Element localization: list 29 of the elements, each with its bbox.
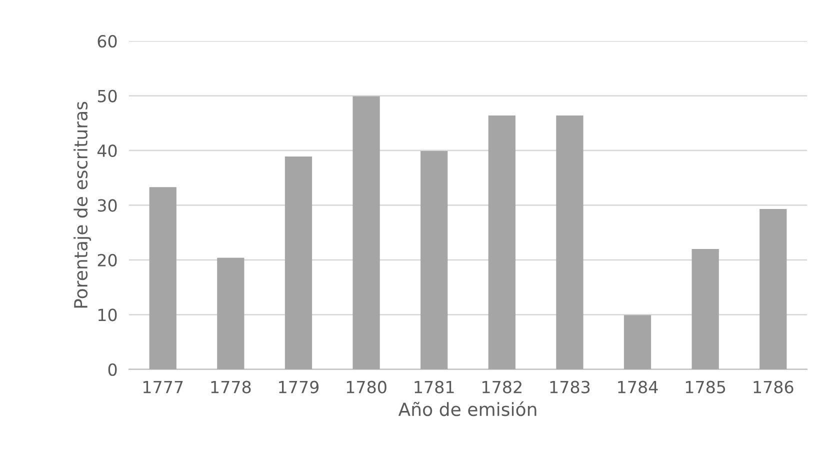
y-axis-title: Porentaje de escrituras	[74, 102, 92, 308]
x-tick-label: 1785	[686, 380, 726, 394]
bar	[488, 115, 516, 370]
y-tick-label: 0	[108, 363, 117, 376]
bar	[624, 315, 652, 370]
x-tick-label: 1786	[754, 380, 794, 394]
x-tick-label: 1784	[618, 380, 658, 394]
bar	[556, 115, 584, 370]
x-tick-label: 1780	[346, 380, 386, 394]
bar	[760, 209, 787, 370]
x-tick-label: 1781	[414, 380, 454, 394]
y-tick-label: 40	[97, 144, 117, 158]
bar	[284, 156, 312, 370]
x-tick-label: 1779	[279, 380, 319, 394]
x-tick-label: 1783	[550, 380, 590, 394]
bar	[692, 248, 719, 370]
x-axis-title: Año de emisión	[398, 401, 536, 416]
bar	[352, 96, 380, 370]
bar	[149, 187, 176, 370]
y-tick-label: 10	[98, 308, 117, 322]
x-tick-label: 1782	[482, 380, 522, 394]
y-tick-label: 30	[98, 199, 117, 212]
x-tick-label: 1778	[211, 380, 251, 394]
y-tick-label: 50	[98, 90, 117, 102]
bar	[217, 258, 244, 370]
bar	[420, 151, 448, 370]
x-tick-label: 1777	[143, 380, 183, 394]
y-tick-label: 60	[98, 35, 117, 48]
y-tick-label: 20	[98, 254, 117, 266]
